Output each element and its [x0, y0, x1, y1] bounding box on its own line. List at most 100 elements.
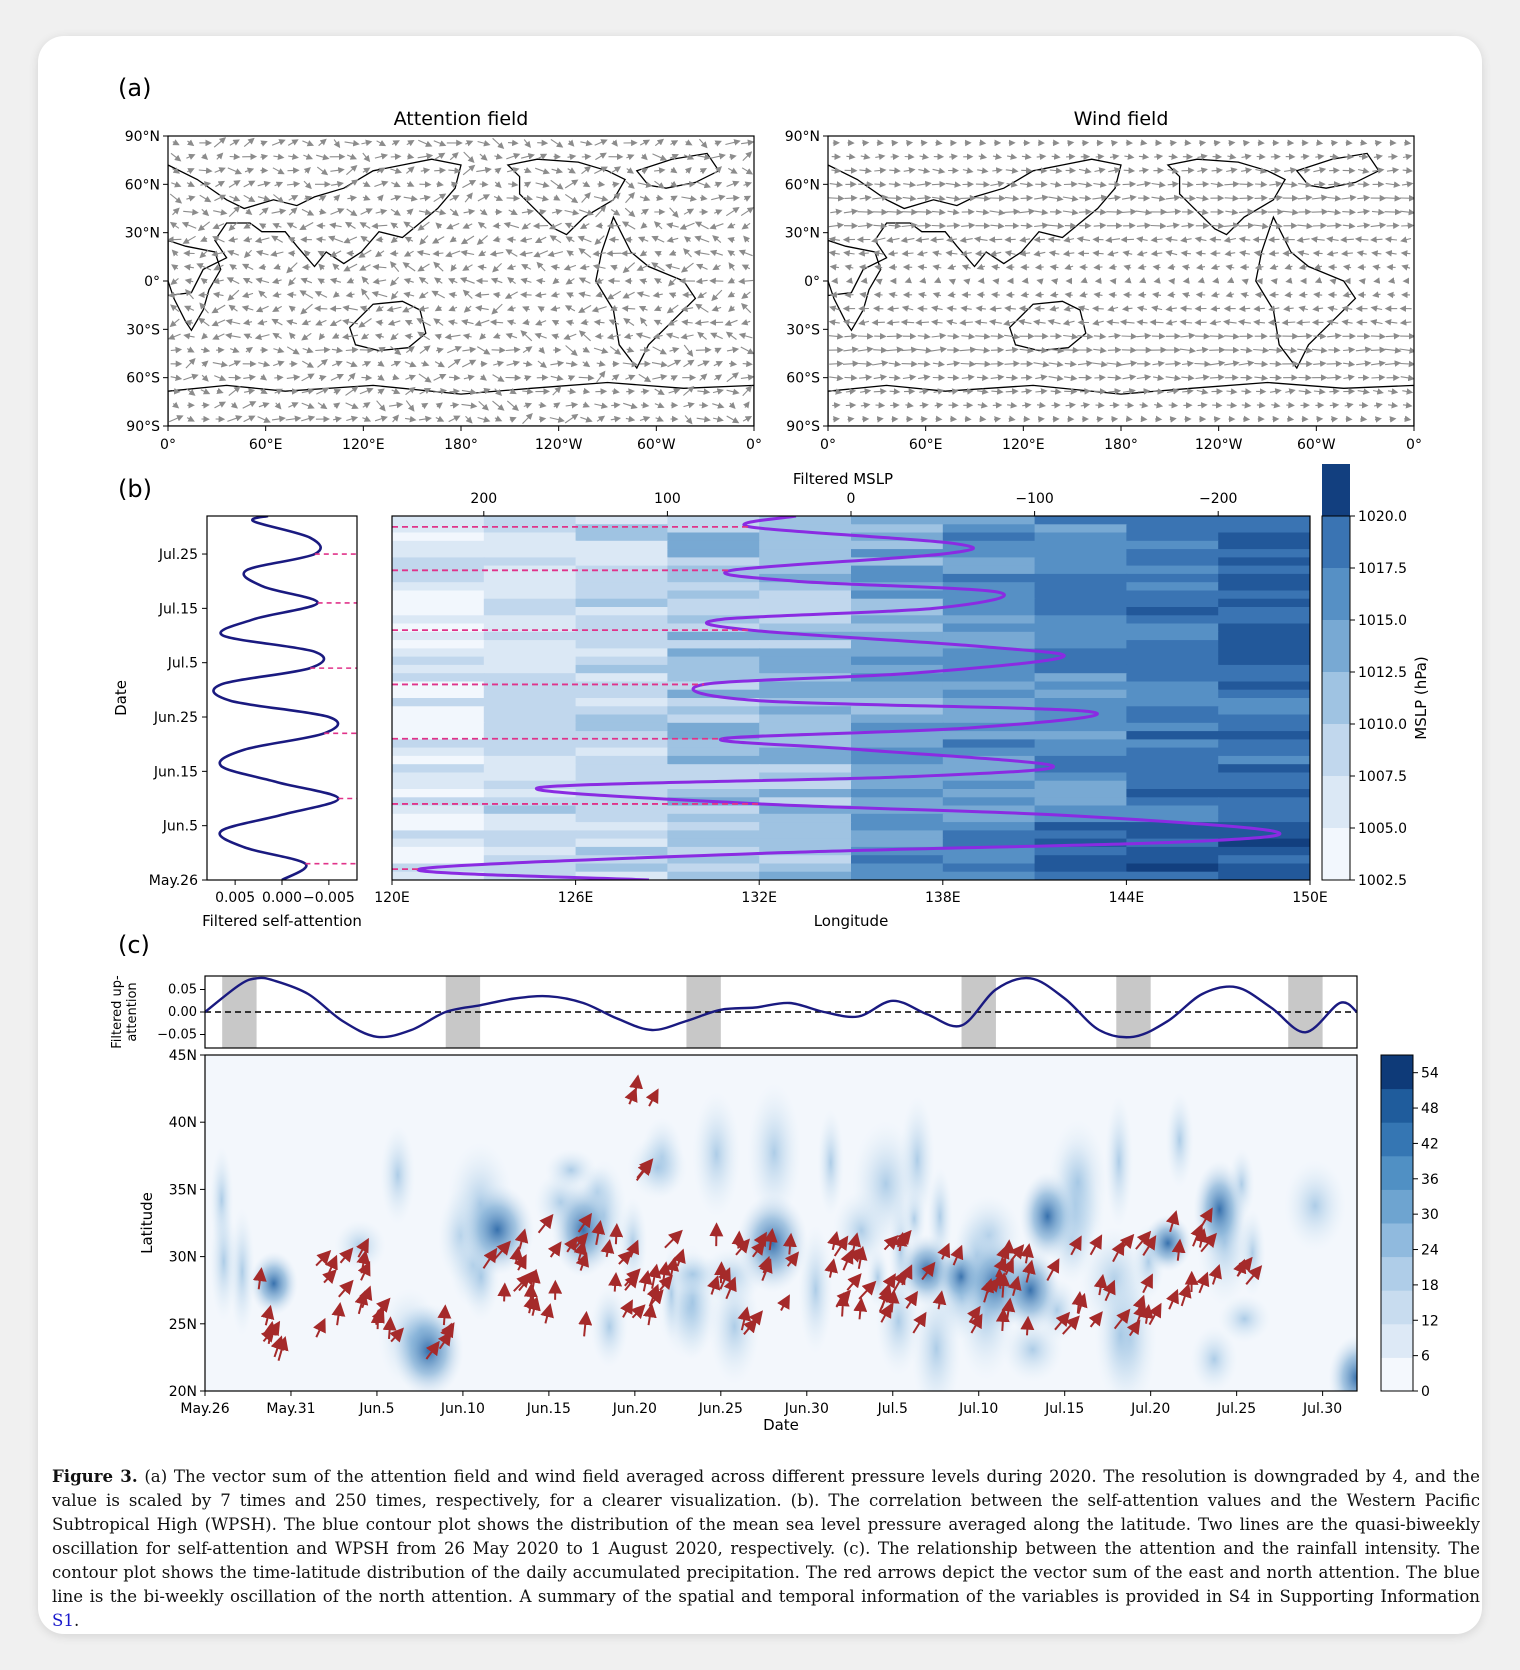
vector-arrow — [859, 374, 873, 381]
vector-arrow — [255, 305, 269, 313]
vector-arrow — [403, 250, 414, 257]
mslp-contour-cell — [1218, 557, 1310, 567]
supporting-info-link[interactable]: S1 — [52, 1611, 74, 1630]
mslp-top-tick-label: −200 — [1199, 491, 1237, 507]
vector-arrow — [654, 138, 665, 147]
vector-arrow — [697, 331, 707, 340]
vector-arrow — [1373, 402, 1383, 409]
vector-arrow — [168, 291, 181, 299]
mslp-contour-cell — [667, 698, 761, 708]
vector-arrow — [889, 374, 901, 382]
vector-arrow — [591, 306, 607, 313]
vector-arrow — [610, 415, 622, 423]
mslp-contour-cell — [759, 623, 852, 633]
attention-arrow — [537, 1213, 554, 1234]
vector-arrow — [916, 347, 933, 354]
mslp-contour-cell — [575, 524, 669, 534]
attention-arrow — [751, 1240, 766, 1258]
vector-arrow — [227, 415, 243, 422]
vector-arrow — [533, 250, 549, 258]
vector-arrow — [712, 388, 724, 395]
vector-arrow — [621, 221, 636, 230]
mslp-contour-cell — [575, 516, 669, 526]
vector-arrow — [1079, 388, 1091, 395]
colorbar-segment — [1322, 672, 1350, 724]
attention-arrow — [331, 1302, 346, 1326]
vector-arrow — [375, 208, 388, 216]
vector-arrow — [447, 319, 458, 326]
vector-arrow — [186, 415, 195, 422]
vector-arrow — [917, 291, 927, 299]
vector-arrow — [492, 222, 501, 229]
vector-arrow — [317, 402, 328, 410]
vector-arrow — [185, 387, 196, 396]
attention-arrow — [858, 1280, 877, 1300]
vector-arrow — [1047, 347, 1065, 354]
vector-arrow — [362, 361, 372, 368]
mslp-contour-cell — [759, 714, 852, 724]
attention-arrow — [275, 1336, 289, 1361]
vector-arrow — [302, 140, 315, 147]
mslp-contour-cell — [667, 780, 761, 790]
vector-arrow — [946, 222, 961, 229]
attention-arrow — [1046, 1258, 1060, 1281]
mslp-contour-cell — [1218, 549, 1310, 559]
vector-arrow — [200, 388, 211, 395]
vector-arrow — [933, 388, 945, 395]
vector-arrow — [494, 181, 502, 189]
vector-arrow — [611, 374, 620, 381]
vector-arrow — [1196, 263, 1206, 271]
vector-arrow — [345, 402, 359, 409]
vector-arrow — [832, 415, 840, 423]
mslp-contour-cell — [851, 764, 944, 774]
vector-arrow — [303, 167, 311, 174]
vector-arrow — [1196, 388, 1209, 395]
vector-arrow — [975, 346, 991, 354]
vector-arrow — [639, 415, 651, 423]
latitude-tick-label: 35N — [169, 1182, 197, 1198]
vector-arrow — [1137, 263, 1147, 271]
attention-arrow — [1199, 1207, 1213, 1227]
precip-colorbar-segment — [1381, 1290, 1413, 1325]
mslp-contour-cell — [483, 731, 577, 741]
vector-arrow — [1181, 374, 1195, 382]
vector-arrow — [168, 333, 181, 340]
vector-arrow — [741, 264, 751, 271]
mslp-contour-cell — [1218, 565, 1310, 575]
vector-arrow — [900, 236, 915, 244]
vector-arrow — [448, 374, 461, 381]
vector-arrow — [1136, 319, 1148, 326]
mslp-contour-cell — [483, 573, 577, 584]
vector-arrow — [550, 360, 565, 367]
vector-arrow — [988, 318, 1002, 326]
vector-arrow — [374, 415, 388, 422]
attention-arrow — [630, 1304, 646, 1320]
vector-arrow — [361, 288, 370, 300]
vector-arrow — [960, 194, 977, 202]
mslp-contour-cell — [851, 681, 944, 691]
vector-arrow — [1109, 153, 1120, 161]
vector-arrow — [1269, 360, 1283, 368]
mslp-contour-cell — [1218, 623, 1310, 633]
vector-arrow — [1035, 388, 1048, 395]
mslp-contour-cell — [942, 565, 1036, 575]
vector-arrow — [374, 333, 384, 340]
attention-arrow — [638, 1269, 653, 1292]
vector-arrow — [538, 401, 547, 409]
mslp-contour-cell — [851, 689, 944, 699]
vector-arrow — [229, 195, 241, 202]
vector-arrow — [302, 347, 314, 354]
vector-arrow — [404, 333, 413, 340]
mslp-contour-cell — [1034, 780, 1128, 790]
colorbar-tick-label: 1015.0 — [1358, 613, 1407, 629]
self-attention-curve — [212, 516, 340, 880]
vector-arrow — [1007, 401, 1018, 409]
mslp-contour-cell — [759, 838, 852, 848]
vector-arrow — [419, 345, 431, 354]
vector-arrow — [389, 401, 404, 409]
vector-arrow — [522, 306, 530, 313]
attention-arrow — [1088, 1311, 1103, 1328]
vector-arrow — [417, 331, 430, 341]
vector-arrow — [684, 166, 692, 174]
vector-arrow — [693, 249, 710, 257]
